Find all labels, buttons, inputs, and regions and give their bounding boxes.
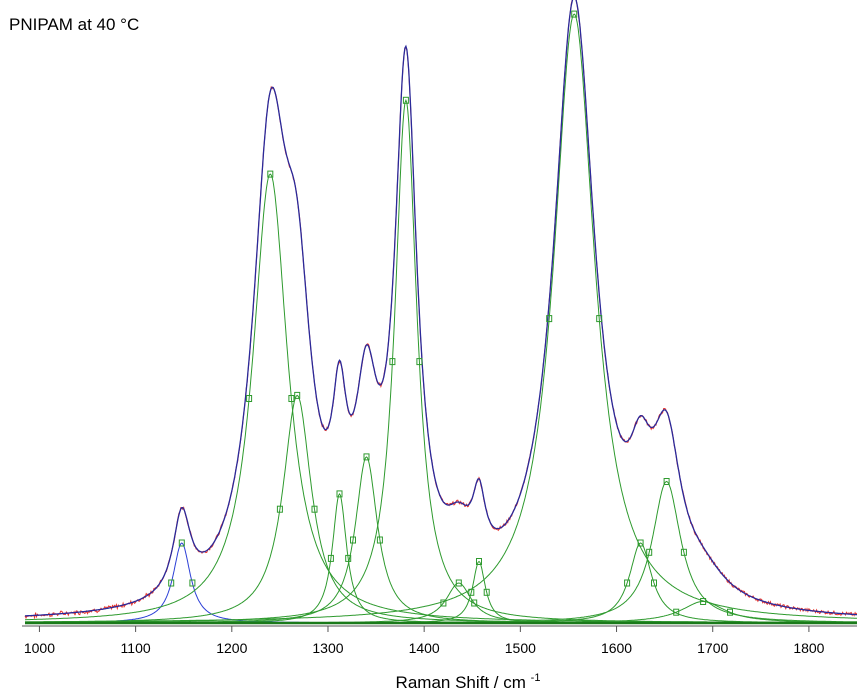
x-tick-label-1800: 1800: [793, 640, 824, 656]
measured-spectrum: [24, 0, 857, 620]
component-marker-11-2: [663, 478, 670, 485]
component-marker-10-1: [624, 579, 631, 587]
x-tick-label-1100: 1100: [121, 640, 151, 656]
fitted-component-curves: [25, 13, 857, 624]
component-marker-1-1: [168, 579, 175, 587]
component-marker-8-2: [476, 558, 482, 565]
component-curve-6: [25, 98, 857, 623]
component-marker-8-3: [483, 588, 490, 596]
x-tick-label-1600: 1600: [601, 640, 632, 656]
x-axis-label: Raman Shift / cm -1: [396, 672, 541, 692]
component-marker-12-3: [727, 608, 733, 616]
x-tick-label-1000: 1000: [24, 640, 55, 656]
component-marker-3-2: [294, 391, 301, 399]
component-marker-3-3: [311, 505, 318, 513]
component-marker-1-3: [189, 579, 196, 587]
component-marker-5-2: [363, 453, 370, 461]
component-marker-2-2: [267, 170, 274, 178]
x-tick-label-1200: 1200: [216, 640, 247, 656]
component-curve-3: [25, 394, 857, 624]
component-marker-8-1: [468, 588, 475, 596]
x-tick-label-1500: 1500: [505, 640, 536, 656]
chart-title: PNIPAM at 40 °C: [9, 15, 139, 34]
component-marker-9-3: [596, 315, 603, 323]
component-marker-4-2: [336, 490, 343, 498]
component-marker-6-2: [402, 96, 409, 104]
component-marker-11-3: [680, 548, 687, 556]
x-axis-label-superscript: -1: [531, 672, 541, 684]
fit-sum-curve: [24, 0, 857, 617]
component-marker-10-3: [651, 579, 657, 587]
component-marker-4-3: [345, 554, 352, 562]
x-axis-ticks: 1000 1100 1200 1300 1400 1500 1600 1700 1800: [24, 626, 825, 656]
x-tick-label-1700: 1700: [697, 640, 728, 656]
component-marker-7-2: [455, 579, 462, 587]
component-marker-11-1: [646, 548, 653, 556]
component-marker-3-1: [276, 505, 283, 513]
measured-spectrum-line: [24, 0, 857, 620]
component-curve-5: [25, 456, 857, 624]
x-axis-label-text: Raman Shift / cm: [396, 673, 526, 692]
component-marker-2-1: [246, 395, 253, 402]
component-marker-9-2: [571, 10, 578, 18]
component-marker-6-3: [416, 358, 423, 366]
component-marker-10-2: [637, 539, 644, 547]
x-tick-label-1300: 1300: [312, 640, 343, 656]
component-marker-6-1: [389, 358, 396, 366]
component-marker-2-3: [288, 395, 295, 402]
x-tick-label-1400: 1400: [409, 640, 440, 656]
component-marker-7-1: [440, 599, 447, 607]
component-curve-9: [25, 13, 857, 623]
component-marker-12-1: [673, 608, 680, 616]
component-marker-12-2: [700, 598, 707, 605]
component-marker-9-1: [546, 315, 553, 323]
component-marker-4-1: [327, 554, 334, 562]
component-marker-5-1: [350, 536, 356, 544]
fit-sum-line: [24, 0, 857, 617]
component-marker-1-2: [178, 539, 185, 547]
component-markers: [168, 10, 733, 616]
component-marker-7-3: [471, 599, 478, 607]
component-marker-5-3: [376, 536, 383, 544]
